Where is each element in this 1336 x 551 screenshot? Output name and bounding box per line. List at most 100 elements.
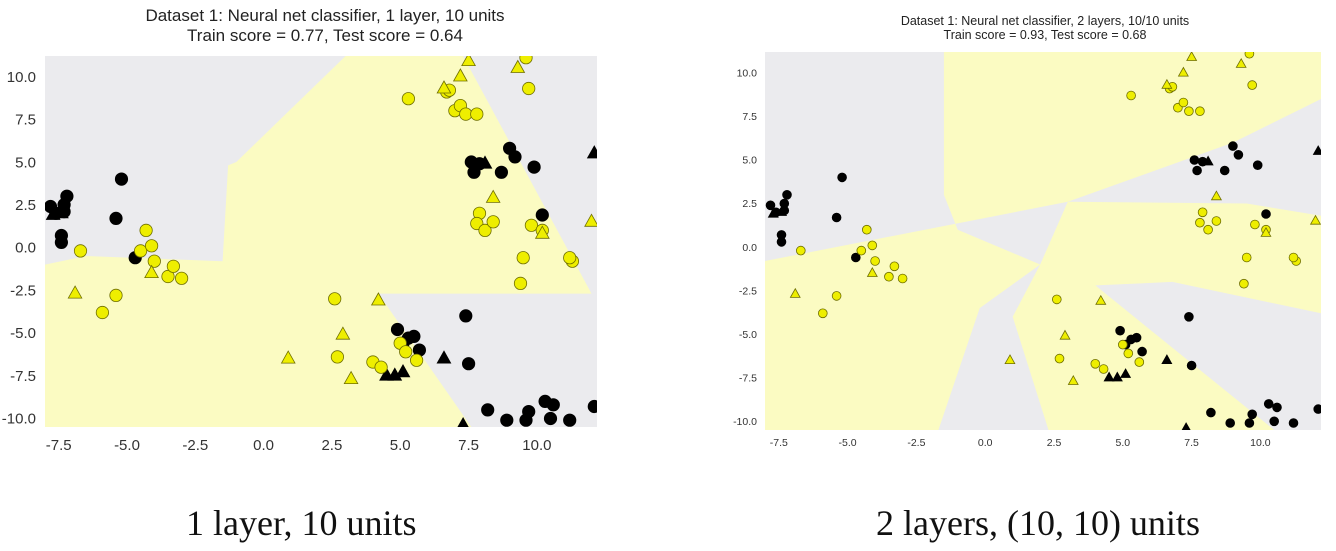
- data-point-class-1-triangle: [1177, 66, 1189, 77]
- data-point-class-1-circle: [147, 254, 161, 268]
- data-point-class-1-triangle: [436, 80, 452, 94]
- data-point-class-1-triangle: [789, 287, 801, 298]
- data-point-class-1-triangle: [485, 189, 501, 203]
- region-class-1: [765, 52, 1321, 430]
- data-point-class-1-circle: [516, 251, 530, 265]
- data-point-class-1-circle: [519, 56, 533, 65]
- data-point-class-0-circle: [1189, 155, 1200, 165]
- data-point-class-1-triangle: [1260, 226, 1272, 237]
- y-tick-label: -5.0: [10, 325, 36, 342]
- data-point-class-1-circle: [1211, 216, 1222, 226]
- data-point-class-0-circle: [1228, 141, 1238, 151]
- y-tick-label: 10.0: [7, 69, 36, 86]
- data-point-class-1-circle: [175, 271, 189, 285]
- data-point-class-1-circle: [166, 259, 180, 273]
- caption-2: 2 layers, (10, 10) units: [876, 503, 1200, 543]
- data-point-class-1-circle: [109, 288, 123, 302]
- data-point-class-0-circle: [1261, 209, 1271, 219]
- data-point-class-1-circle: [524, 218, 539, 232]
- data-point-class-1-circle: [513, 276, 528, 290]
- chart-2-title: Dataset 1: Neural net classifier, 2 laye…: [900, 14, 1190, 28]
- data-point-class-0-circle: [500, 413, 514, 427]
- data-point-class-1-circle: [478, 223, 492, 237]
- x-tick-label: 2.5: [1047, 437, 1062, 449]
- data-point-class-0-circle: [109, 211, 123, 225]
- data-point-class-1-circle: [95, 305, 110, 320]
- data-point-class-0-circle: [1313, 404, 1321, 414]
- x-tick-label: 10.0: [522, 437, 551, 454]
- data-point-class-1-circle: [1117, 339, 1128, 350]
- data-point-class-1-circle: [1250, 219, 1260, 230]
- data-point-class-1-circle: [522, 81, 536, 96]
- data-point-class-0-triangle: [1111, 371, 1123, 382]
- data-point-class-1-circle: [884, 271, 894, 282]
- chart-1-subtitle: Train score = 0.77, Test score = 0.64: [187, 25, 463, 45]
- data-point-class-1-circle: [1195, 217, 1205, 228]
- x-tick-label: -5.0: [114, 437, 140, 454]
- data-point-class-0-triangle: [1120, 368, 1132, 378]
- y-tick-label: 7.5: [15, 112, 36, 129]
- data-point-class-1-circle: [328, 292, 342, 306]
- data-point-class-1-circle: [401, 92, 415, 106]
- data-point-class-0-circle: [481, 403, 495, 417]
- data-point-class-1-triangle: [144, 264, 159, 279]
- data-point-class-1-circle: [1239, 278, 1249, 289]
- y-tick-label: 0.0: [742, 242, 757, 254]
- data-point-class-1-triangle: [1004, 354, 1016, 365]
- x-tick-label: 2.5: [321, 437, 342, 454]
- y-tick-label: -10.0: [733, 416, 757, 428]
- x-tick-label: -7.5: [770, 437, 788, 449]
- data-point-class-0-circle: [1206, 407, 1216, 418]
- data-point-class-1-circle: [831, 291, 842, 301]
- data-point-class-1-triangle: [510, 59, 526, 73]
- data-point-class-1-circle: [139, 223, 153, 237]
- data-point-class-1-circle: [470, 107, 484, 121]
- data-point-class-1-circle: [1288, 252, 1299, 263]
- data-point-class-0-triangle: [1312, 145, 1321, 155]
- x-tick-label: -2.5: [907, 437, 925, 449]
- y-tick-label: 10.0: [737, 68, 758, 80]
- data-point-class-1-triangle: [1067, 374, 1079, 385]
- data-point-class-1-circle: [1195, 106, 1205, 116]
- y-tick-label: 0.0: [15, 240, 36, 257]
- data-point-class-1-triangle: [1235, 57, 1247, 68]
- data-point-class-0-circle: [1252, 160, 1263, 171]
- data-point-class-1-triangle: [461, 56, 476, 66]
- x-tick-label: -5.0: [839, 437, 857, 449]
- data-point-class-0-circle: [1192, 165, 1202, 176]
- data-point-class-0-circle: [1244, 418, 1255, 428]
- data-point-class-1-circle: [563, 251, 577, 265]
- data-point-class-1-circle: [862, 224, 872, 235]
- data-point-class-0-circle: [1247, 409, 1257, 420]
- chart-panel-1: Dataset 1: Neural net classifier, 1 laye…: [0, 0, 610, 551]
- data-point-class-1-circle: [1184, 106, 1194, 116]
- data-point-class-0-triangle: [477, 155, 493, 169]
- data-point-class-0-circle: [508, 150, 522, 164]
- y-tick-label: 5.0: [15, 154, 36, 171]
- x-tick-label: -7.5: [46, 437, 72, 454]
- data-point-class-0-circle: [459, 309, 473, 323]
- data-point-class-1-triangle: [1059, 329, 1071, 340]
- data-point-class-0-circle: [467, 165, 481, 179]
- data-point-class-1-triangle: [280, 350, 296, 364]
- x-tick-label: 5.0: [390, 437, 411, 454]
- x-tick-label: -2.5: [182, 437, 208, 454]
- data-point-class-0-circle: [60, 189, 74, 203]
- chart-1-title: Dataset 1: Neural net classifier, 1 laye…: [145, 6, 505, 25]
- data-point-class-0-triangle: [436, 350, 452, 364]
- data-point-class-0-circle: [114, 172, 129, 186]
- data-point-class-1-circle: [1197, 207, 1208, 218]
- data-point-class-0-triangle: [767, 207, 779, 218]
- data-point-class-1-circle: [459, 107, 473, 121]
- data-point-class-0-triangle: [457, 416, 469, 427]
- data-point-class-0-triangle: [53, 204, 69, 219]
- chart-2-svg: -7.5 -5.0 -2.5 0.0 2.5 5.0 7.5 10.0 10.0 7.5 5.0 2.…: [733, 52, 1321, 449]
- data-point-class-1-circle: [409, 353, 424, 367]
- x-tick-label: 7.5: [458, 437, 479, 454]
- data-point-class-1-triangle: [866, 266, 878, 277]
- chart-panel-2: Dataset 1: Neural net classifier, 2 laye…: [715, 0, 1336, 551]
- data-point-class-1-triangle: [1309, 214, 1321, 225]
- data-point-class-0-circle: [1219, 165, 1230, 176]
- data-point-class-0-circle: [461, 357, 476, 371]
- data-point-class-1-circle: [1090, 358, 1101, 369]
